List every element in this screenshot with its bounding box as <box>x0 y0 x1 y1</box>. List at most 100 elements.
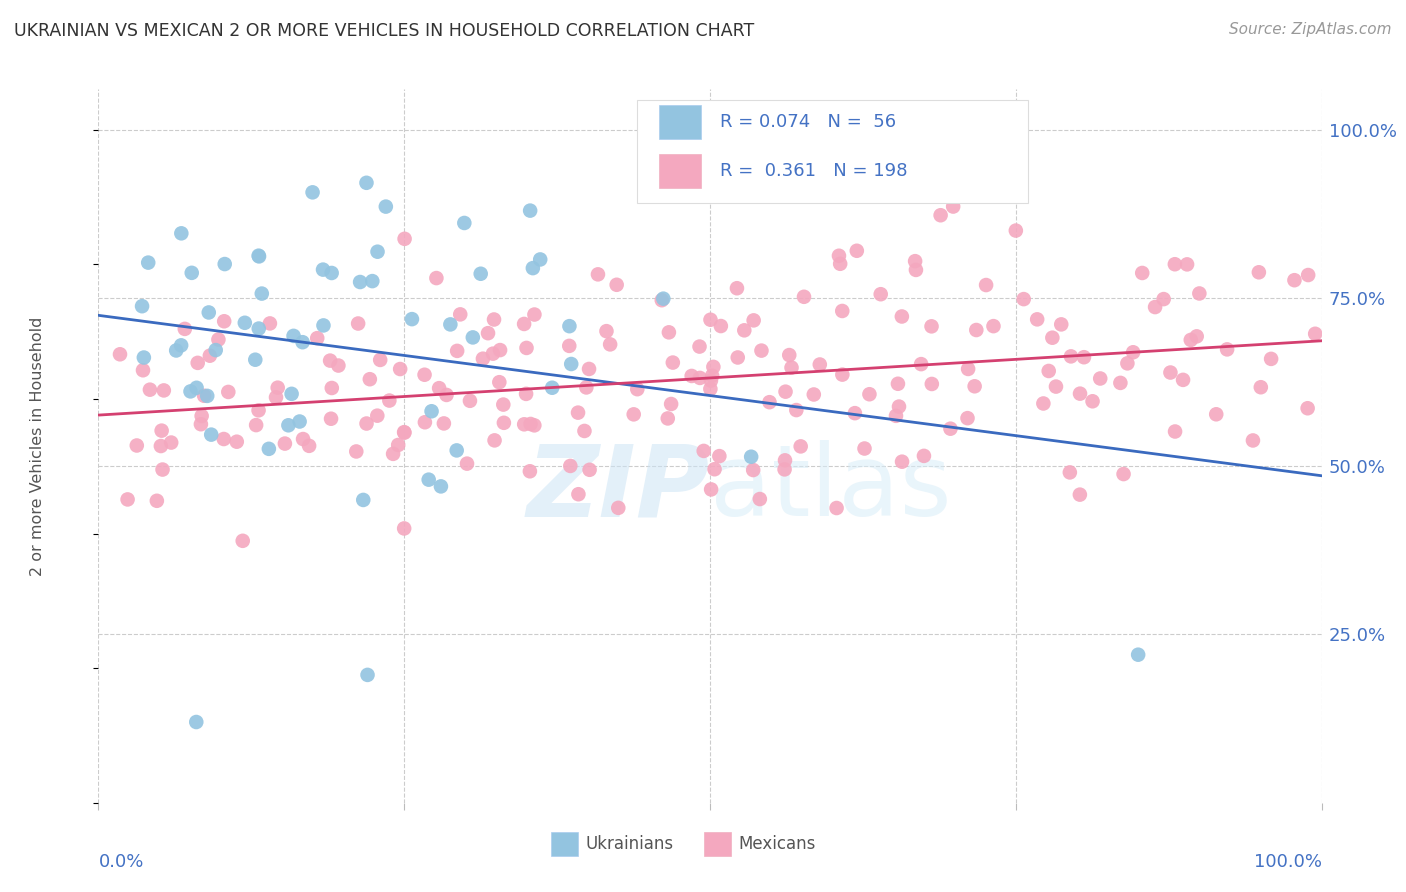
Point <box>773 462 796 476</box>
Point <box>1171 373 1194 387</box>
Point <box>651 293 673 308</box>
Point <box>1303 326 1326 341</box>
Point <box>1296 401 1319 416</box>
Point <box>361 274 384 288</box>
Point <box>606 277 628 292</box>
Point <box>575 380 598 394</box>
Point <box>887 400 910 414</box>
Point <box>319 411 342 425</box>
Point <box>387 438 409 452</box>
Point <box>283 329 305 343</box>
Point <box>436 388 458 402</box>
Point <box>626 382 648 396</box>
Point <box>245 418 267 433</box>
Point <box>489 343 512 357</box>
Text: Ukrainians: Ukrainians <box>585 835 673 853</box>
Point <box>153 384 176 398</box>
Point <box>430 479 453 493</box>
Text: 100.0%: 100.0% <box>1254 853 1322 871</box>
Point <box>193 389 215 403</box>
Point <box>803 387 825 401</box>
Point <box>492 398 515 412</box>
Point <box>301 186 323 200</box>
Point <box>793 290 815 304</box>
Point <box>366 409 388 423</box>
Point <box>392 425 415 440</box>
Point <box>1153 292 1175 306</box>
Point <box>136 255 159 269</box>
Point <box>170 227 193 241</box>
Point <box>233 316 256 330</box>
Point <box>578 463 600 477</box>
Point <box>352 492 374 507</box>
Point <box>247 321 270 335</box>
Point <box>108 347 131 361</box>
Text: 2 or more Vehicles in Household: 2 or more Vehicles in Household <box>30 317 45 575</box>
Point <box>349 275 371 289</box>
Point <box>1247 265 1270 279</box>
Point <box>662 355 685 369</box>
Point <box>912 449 935 463</box>
Point <box>773 453 796 467</box>
Point <box>212 432 235 446</box>
Point <box>344 444 367 458</box>
Point <box>280 387 302 401</box>
Point <box>197 305 219 319</box>
Point <box>1180 333 1202 347</box>
Point <box>558 339 581 353</box>
Point <box>887 376 910 391</box>
Point <box>983 319 1005 334</box>
Point <box>359 372 381 386</box>
Point <box>890 310 912 324</box>
Point <box>401 312 423 326</box>
Point <box>425 271 447 285</box>
Point <box>652 292 675 306</box>
Point <box>529 252 551 267</box>
Point <box>869 287 891 301</box>
Point <box>748 491 770 506</box>
Point <box>844 406 866 420</box>
Point <box>1012 292 1035 306</box>
Point <box>470 267 492 281</box>
Point <box>541 381 564 395</box>
Point <box>607 500 630 515</box>
Point <box>1060 350 1083 364</box>
Point <box>758 395 780 409</box>
Point <box>825 501 848 516</box>
Point <box>567 406 589 420</box>
Point <box>560 458 582 473</box>
Point <box>247 249 270 263</box>
Point <box>374 200 396 214</box>
Point <box>703 462 725 476</box>
Point <box>439 318 461 332</box>
Point <box>307 331 329 345</box>
Point <box>828 249 851 263</box>
Point <box>420 404 443 418</box>
Point <box>1112 467 1135 481</box>
Point <box>250 286 273 301</box>
Point <box>225 434 247 449</box>
Point <box>413 415 436 429</box>
Point <box>195 389 218 403</box>
Point <box>257 442 280 456</box>
Point <box>321 266 343 280</box>
Point <box>939 422 962 436</box>
Text: R =  0.361   N = 198: R = 0.361 N = 198 <box>720 161 907 179</box>
Point <box>132 363 155 377</box>
Point <box>929 208 952 222</box>
Point <box>1164 257 1187 271</box>
Point <box>1185 329 1208 343</box>
Point <box>710 319 733 334</box>
Point <box>319 353 342 368</box>
Point <box>1164 425 1187 439</box>
Point <box>433 417 456 431</box>
Point <box>312 318 335 333</box>
Point <box>845 244 868 258</box>
Point <box>389 362 412 376</box>
Point <box>515 341 537 355</box>
Point <box>394 232 416 246</box>
Point <box>1069 488 1091 502</box>
Point <box>427 381 450 395</box>
Point <box>558 319 581 334</box>
Point <box>449 307 471 321</box>
